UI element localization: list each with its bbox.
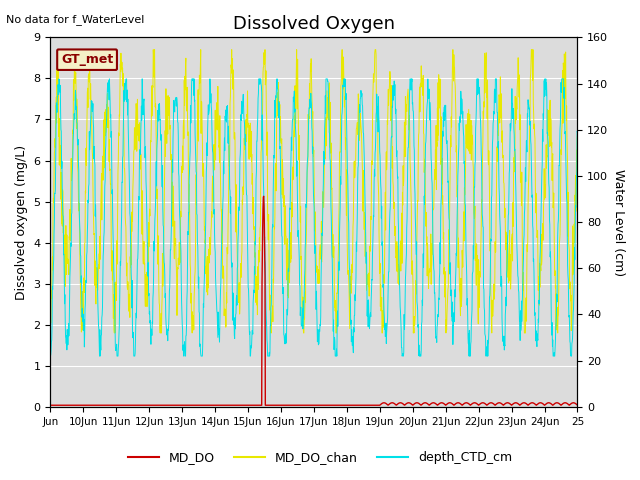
Text: GT_met: GT_met (61, 53, 113, 66)
Y-axis label: Dissolved oxygen (mg/L): Dissolved oxygen (mg/L) (15, 144, 28, 300)
Y-axis label: Water Level (cm): Water Level (cm) (612, 168, 625, 276)
Title: Dissolved Oxygen: Dissolved Oxygen (233, 15, 395, 33)
Legend: MD_DO, MD_DO_chan, depth_CTD_cm: MD_DO, MD_DO_chan, depth_CTD_cm (123, 446, 517, 469)
Text: No data for f_WaterLevel: No data for f_WaterLevel (6, 14, 145, 25)
